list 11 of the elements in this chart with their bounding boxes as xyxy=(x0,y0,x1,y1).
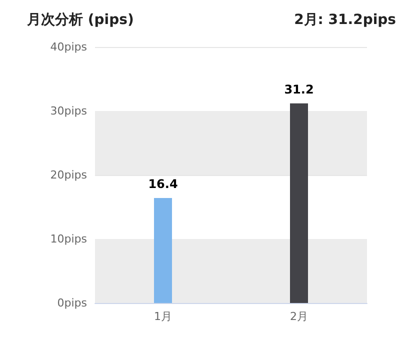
y-tick-label: 40pips xyxy=(50,40,88,54)
chart-title: 月次分析 (pips) xyxy=(26,12,134,28)
data-label: 16.4 xyxy=(148,177,178,192)
data-label: 31.2 xyxy=(284,82,314,96)
x-tick-label: 2月 xyxy=(290,310,308,323)
y-tick-label: 30pips xyxy=(50,104,88,118)
y-tick-label: 20pips xyxy=(50,168,88,182)
y-tick-label: 10pips xyxy=(50,232,88,246)
y-tick-label: 0pips xyxy=(57,296,88,310)
x-tick-label: 1月 xyxy=(154,310,172,323)
chart-subtitle: 2月: 31.2pips xyxy=(294,12,396,28)
